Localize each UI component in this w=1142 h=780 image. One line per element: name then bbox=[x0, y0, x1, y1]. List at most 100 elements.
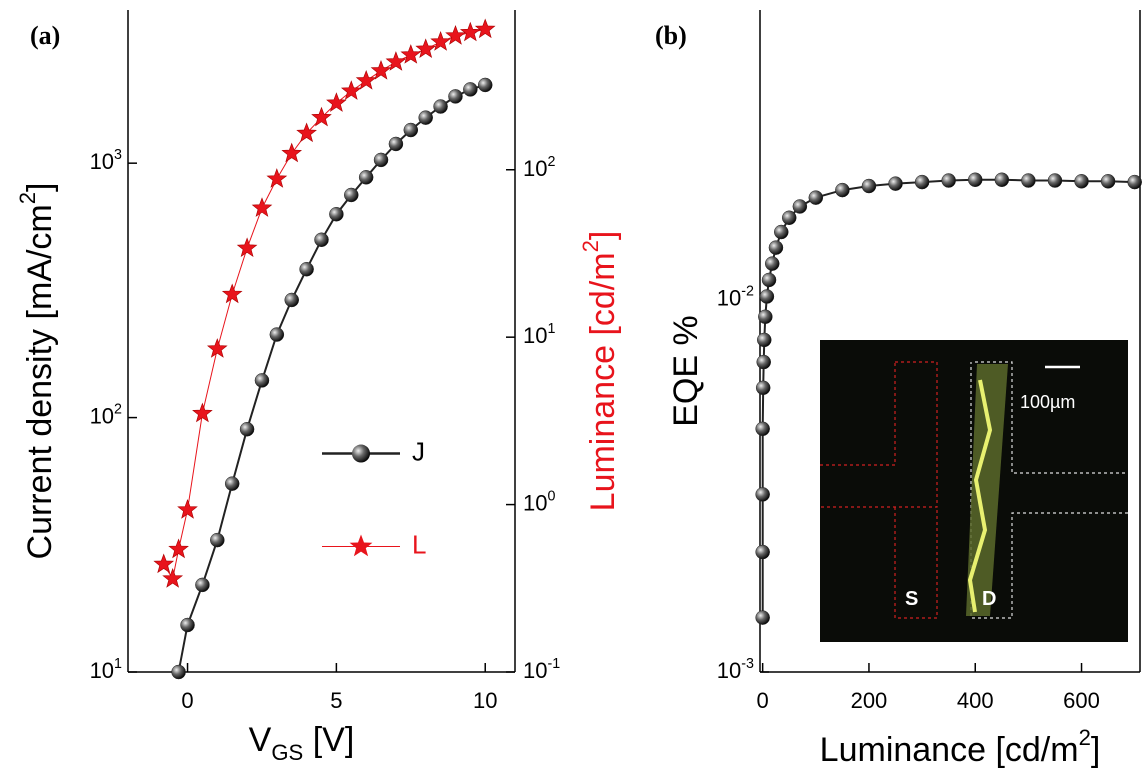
inset-label: S bbox=[905, 588, 918, 610]
sphere-marker bbox=[755, 610, 770, 625]
star-marker bbox=[296, 122, 317, 143]
y2-tick-label: 10-1 bbox=[523, 656, 560, 683]
x-axis-title: Luminance [cd/m2] bbox=[820, 725, 1101, 769]
sphere-marker bbox=[1074, 174, 1089, 189]
scale-label: 100µm bbox=[1020, 392, 1075, 412]
sphere-marker bbox=[195, 577, 210, 593]
sphere-marker bbox=[756, 354, 771, 370]
sphere-marker bbox=[768, 240, 784, 255]
y-tick-label: 10-3 bbox=[717, 656, 754, 683]
sphere-marker bbox=[755, 421, 770, 437]
sphere-marker bbox=[764, 256, 780, 271]
sphere-marker bbox=[759, 289, 775, 304]
sphere-marker bbox=[757, 332, 772, 348]
sphere-marker bbox=[254, 373, 270, 388]
sphere-marker bbox=[967, 172, 983, 187]
sphere-marker bbox=[1021, 173, 1036, 188]
sphere-marker bbox=[1100, 174, 1116, 189]
sphere-marker bbox=[358, 170, 374, 185]
sphere-marker bbox=[344, 187, 359, 203]
legend-label: L bbox=[412, 529, 426, 559]
x-tick-label: 200 bbox=[851, 688, 888, 713]
star-marker bbox=[251, 197, 273, 217]
star-marker bbox=[281, 142, 303, 163]
panel-label: (a) bbox=[30, 21, 60, 50]
inset-label: D bbox=[982, 588, 996, 610]
star-marker bbox=[355, 69, 377, 90]
star-marker bbox=[326, 92, 347, 112]
sphere-marker bbox=[994, 172, 1010, 187]
sphere-marker bbox=[388, 136, 404, 152]
panel-label: (b) bbox=[655, 21, 687, 50]
sphere-marker bbox=[941, 173, 956, 188]
sphere-marker bbox=[755, 487, 770, 502]
sphere-marker bbox=[808, 190, 824, 205]
y-tick-label: 10-2 bbox=[717, 283, 754, 310]
star-marker bbox=[206, 338, 228, 358]
sphere-marker bbox=[888, 176, 903, 191]
x-tick-label: 0 bbox=[757, 688, 769, 713]
y2-tick-label: 102 bbox=[523, 154, 555, 181]
star-marker bbox=[177, 499, 198, 519]
y2-tick-label: 100 bbox=[523, 488, 555, 515]
sphere-marker bbox=[463, 82, 478, 97]
legend-marker bbox=[349, 534, 373, 557]
star-marker bbox=[400, 44, 422, 64]
sphere-marker bbox=[329, 206, 344, 222]
sphere-marker bbox=[755, 544, 770, 560]
series-line bbox=[177, 83, 486, 673]
sphere-marker bbox=[1047, 173, 1063, 188]
sphere-marker bbox=[477, 77, 493, 93]
sphere-marker bbox=[774, 224, 789, 240]
y2-tick-label: 101 bbox=[523, 321, 555, 348]
y-axis-title: Current density [mA/cm2] bbox=[15, 183, 59, 560]
sphere-marker bbox=[269, 327, 285, 342]
sphere-marker bbox=[781, 210, 797, 226]
sphere-marker bbox=[914, 174, 930, 190]
y2-axis-title: Luminance [cd/m2] bbox=[578, 231, 622, 512]
sphere-marker bbox=[755, 380, 771, 396]
inset-micrograph: S D 100µm bbox=[820, 340, 1128, 642]
x-tick-label: 5 bbox=[330, 688, 342, 713]
star-marker bbox=[474, 18, 496, 39]
star-marker bbox=[192, 402, 213, 423]
star-marker bbox=[459, 21, 481, 42]
legend-marker bbox=[352, 444, 370, 463]
source-outline bbox=[820, 361, 938, 619]
x-tick-label: 600 bbox=[1063, 688, 1100, 713]
sphere-marker bbox=[314, 232, 329, 248]
sphere-marker bbox=[861, 178, 877, 194]
sphere-marker bbox=[433, 99, 448, 114]
drain-outline bbox=[970, 361, 1128, 619]
star-marker bbox=[221, 283, 243, 304]
star-marker bbox=[370, 59, 392, 80]
sphere-marker bbox=[1127, 174, 1142, 190]
legend-label: J bbox=[412, 436, 425, 466]
star-marker bbox=[162, 568, 184, 588]
sphere-marker bbox=[284, 292, 299, 308]
sphere-marker bbox=[835, 182, 850, 198]
y-axis-title: EQE % bbox=[667, 315, 705, 426]
star-marker bbox=[430, 31, 451, 51]
sphere-marker bbox=[448, 89, 463, 104]
x-tick-label: 400 bbox=[957, 688, 994, 713]
sphere-marker bbox=[180, 617, 195, 633]
y-tick-label: 103 bbox=[90, 147, 122, 174]
sphere-marker bbox=[299, 261, 314, 277]
sphere-marker bbox=[792, 199, 808, 214]
sphere-marker bbox=[171, 664, 186, 680]
sphere-marker bbox=[224, 476, 240, 491]
sphere-marker bbox=[758, 309, 773, 324]
sphere-marker bbox=[239, 421, 255, 437]
y-tick-label: 101 bbox=[90, 656, 122, 683]
star-marker bbox=[415, 38, 437, 58]
star-marker bbox=[385, 51, 407, 71]
series-line bbox=[761, 178, 1135, 618]
star-marker bbox=[340, 80, 362, 100]
sphere-marker bbox=[210, 532, 225, 548]
x-tick-label: 0 bbox=[181, 688, 193, 713]
x-tick-label: 10 bbox=[473, 688, 497, 713]
sphere-marker bbox=[761, 272, 777, 288]
